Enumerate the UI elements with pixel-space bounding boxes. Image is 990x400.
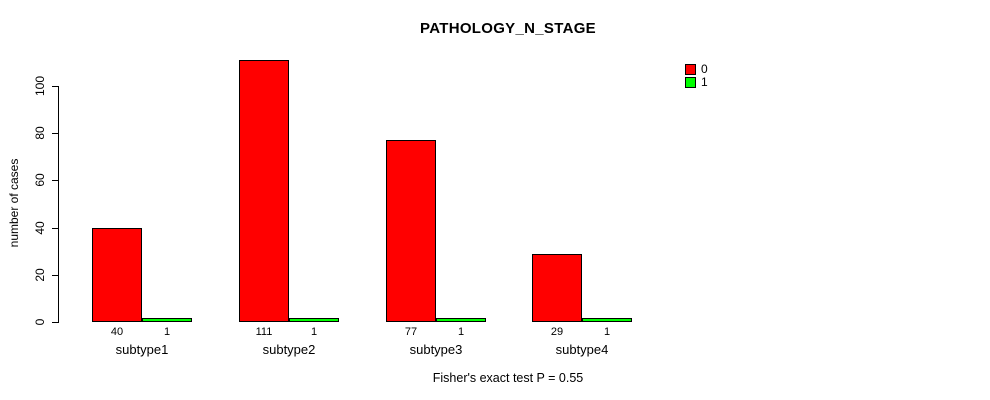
bar-series-0-subtype4 <box>532 254 582 322</box>
y-axis-line <box>58 86 59 323</box>
legend-item-0: 0 <box>685 63 708 76</box>
bar-value-label: 111 <box>255 326 273 338</box>
bar-series-1-subtype4 <box>582 318 632 322</box>
x-category-label-subtype1: subtype1 <box>115 342 169 357</box>
y-tick-mark <box>52 228 58 229</box>
bar-value-label: 40 <box>110 326 124 338</box>
y-tick-label: 0 <box>33 318 47 326</box>
x-category-label-subtype4: subtype4 <box>555 342 609 357</box>
y-tick-mark <box>52 86 58 87</box>
legend-label: 0 <box>701 62 708 76</box>
bar-series-0-subtype1 <box>92 228 142 322</box>
y-tick-label: 20 <box>33 268 47 282</box>
y-tick-mark <box>52 133 58 134</box>
y-axis-title: number of cases <box>7 158 21 248</box>
bar-value-label: 29 <box>550 326 564 338</box>
legend-label: 1 <box>701 75 708 89</box>
bar-value-label: 77 <box>404 326 418 338</box>
bar-value-label: 1 <box>310 326 318 338</box>
bar-series-0-subtype2 <box>239 60 289 322</box>
legend-item-1: 1 <box>685 76 708 89</box>
bar-value-label: 1 <box>457 326 465 338</box>
bar-series-1-subtype1 <box>142 318 192 322</box>
y-tick-label: 100 <box>33 75 47 97</box>
y-tick-label: 40 <box>33 221 47 235</box>
bar-series-1-subtype2 <box>289 318 339 322</box>
x-category-label-subtype3: subtype3 <box>409 342 463 357</box>
y-tick-mark <box>52 180 58 181</box>
y-tick-label: 60 <box>33 173 47 187</box>
y-tick-mark <box>52 322 58 323</box>
bar-series-0-subtype3 <box>386 140 436 322</box>
legend-swatch-icon <box>685 77 696 88</box>
x-category-label-subtype2: subtype2 <box>262 342 316 357</box>
y-tick-mark <box>52 275 58 276</box>
fisher-test-annotation: Fisher's exact test P = 0.55 <box>432 371 584 385</box>
bar-value-label: 1 <box>163 326 171 338</box>
legend-swatch-icon <box>685 64 696 75</box>
y-tick-label: 80 <box>33 126 47 140</box>
bar-value-label: 1 <box>603 326 611 338</box>
chart-title: PATHOLOGY_N_STAGE <box>420 20 596 37</box>
bar-series-1-subtype3 <box>436 318 486 322</box>
